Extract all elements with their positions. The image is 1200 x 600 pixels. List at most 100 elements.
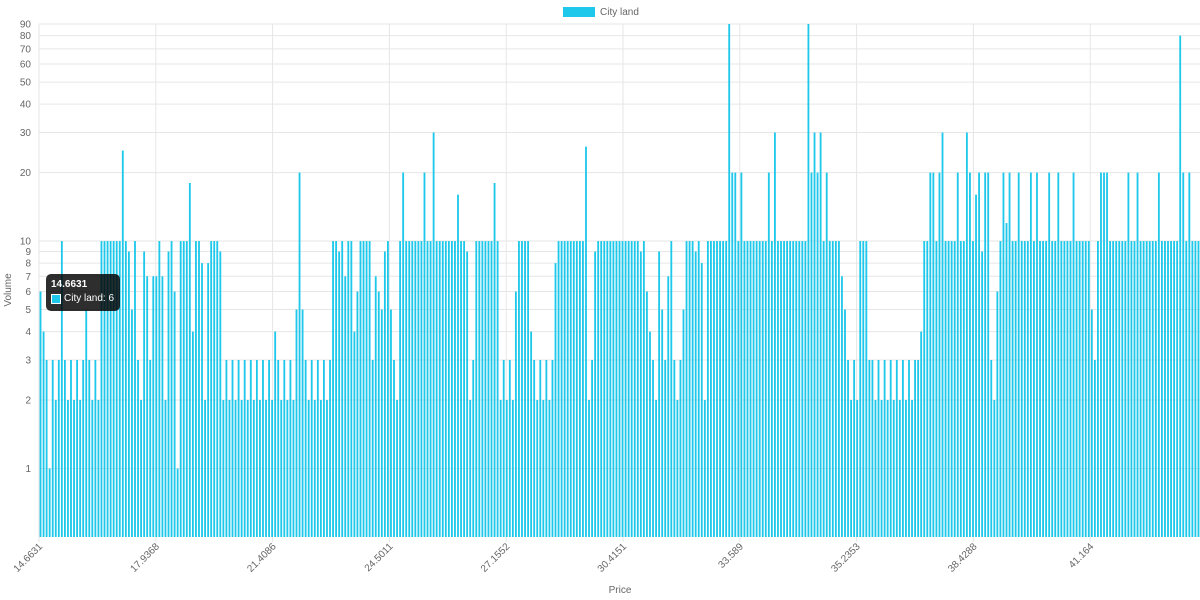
bar[interactable]	[1154, 241, 1157, 537]
bar[interactable]	[865, 241, 868, 537]
bar[interactable]	[438, 241, 441, 537]
bar[interactable]	[889, 360, 892, 537]
bar[interactable]	[798, 241, 801, 537]
bar[interactable]	[1112, 241, 1115, 537]
bar[interactable]	[1148, 241, 1151, 537]
bar[interactable]	[956, 172, 959, 537]
bar[interactable]	[813, 132, 816, 537]
bar[interactable]	[859, 241, 862, 537]
bar[interactable]	[536, 400, 539, 537]
bar[interactable]	[423, 172, 426, 537]
bar[interactable]	[743, 241, 746, 537]
bar[interactable]	[1066, 241, 1069, 537]
bar[interactable]	[399, 241, 402, 537]
bar[interactable]	[91, 400, 94, 537]
bar[interactable]	[1039, 241, 1041, 537]
bar[interactable]	[326, 400, 328, 537]
bar[interactable]	[615, 241, 618, 537]
bar[interactable]	[1026, 241, 1029, 537]
bar[interactable]	[393, 360, 395, 537]
bar[interactable]	[164, 400, 167, 537]
bar[interactable]	[972, 241, 974, 537]
bar[interactable]	[454, 241, 456, 537]
bar[interactable]	[710, 241, 712, 537]
bar[interactable]	[185, 241, 188, 537]
bar[interactable]	[289, 360, 292, 537]
bar[interactable]	[1194, 241, 1197, 537]
bar[interactable]	[1045, 241, 1048, 537]
bar[interactable]	[271, 400, 274, 537]
bar[interactable]	[435, 241, 438, 537]
bar[interactable]	[1087, 241, 1090, 537]
bar[interactable]	[1011, 241, 1014, 537]
bar[interactable]	[807, 24, 810, 537]
bar[interactable]	[905, 400, 907, 537]
bar[interactable]	[868, 360, 871, 537]
bar[interactable]	[609, 241, 612, 537]
bar[interactable]	[460, 241, 462, 537]
bar[interactable]	[127, 251, 130, 537]
bar[interactable]	[268, 360, 270, 537]
bar[interactable]	[962, 241, 965, 537]
bar[interactable]	[304, 360, 307, 537]
bar[interactable]	[118, 241, 121, 537]
bar[interactable]	[871, 360, 874, 537]
bar[interactable]	[170, 241, 173, 537]
bar[interactable]	[1197, 241, 1200, 537]
bar[interactable]	[895, 360, 898, 537]
bar[interactable]	[758, 241, 761, 537]
bar[interactable]	[313, 400, 316, 537]
bar[interactable]	[1185, 241, 1188, 537]
bar[interactable]	[45, 360, 48, 537]
bar[interactable]	[514, 291, 517, 537]
bar[interactable]	[1191, 241, 1194, 537]
bar[interactable]	[777, 241, 779, 537]
bar[interactable]	[828, 241, 831, 537]
bar[interactable]	[262, 360, 264, 537]
bar[interactable]	[493, 182, 496, 538]
bar[interactable]	[837, 241, 840, 537]
bar[interactable]	[1069, 241, 1072, 537]
bar[interactable]	[298, 172, 301, 537]
bar[interactable]	[691, 241, 694, 537]
bar[interactable]	[137, 360, 139, 537]
bar[interactable]	[703, 400, 706, 537]
bar[interactable]	[219, 251, 222, 537]
bar[interactable]	[307, 400, 310, 537]
bar[interactable]	[374, 276, 377, 537]
bar[interactable]	[551, 360, 554, 537]
bar[interactable]	[121, 150, 124, 538]
bar[interactable]	[725, 241, 728, 537]
bar[interactable]	[633, 241, 636, 537]
bar[interactable]	[237, 360, 240, 537]
bar[interactable]	[1151, 241, 1154, 537]
bar[interactable]	[874, 400, 877, 537]
bar[interactable]	[1115, 241, 1118, 537]
bar[interactable]	[316, 360, 319, 537]
bar[interactable]	[377, 291, 380, 537]
bar[interactable]	[1136, 172, 1139, 537]
bar[interactable]	[883, 360, 886, 537]
bar[interactable]	[88, 360, 91, 537]
bar[interactable]	[670, 241, 673, 537]
bar[interactable]	[243, 360, 246, 537]
bar[interactable]	[917, 360, 920, 537]
bar[interactable]	[642, 241, 645, 537]
bar[interactable]	[1188, 172, 1191, 537]
bar[interactable]	[892, 400, 895, 537]
bar[interactable]	[1157, 172, 1160, 537]
bar[interactable]	[411, 241, 414, 537]
bar[interactable]	[1072, 172, 1075, 537]
bar[interactable]	[42, 331, 45, 537]
bar[interactable]	[161, 276, 164, 537]
bar[interactable]	[210, 241, 213, 537]
bar[interactable]	[1106, 172, 1108, 537]
bar[interactable]	[387, 241, 389, 537]
bar[interactable]	[252, 400, 255, 537]
bar[interactable]	[740, 172, 743, 537]
bar[interactable]	[405, 241, 408, 537]
bar[interactable]	[545, 360, 548, 537]
bar[interactable]	[502, 360, 505, 537]
bar[interactable]	[856, 400, 859, 537]
bar[interactable]	[85, 309, 88, 537]
